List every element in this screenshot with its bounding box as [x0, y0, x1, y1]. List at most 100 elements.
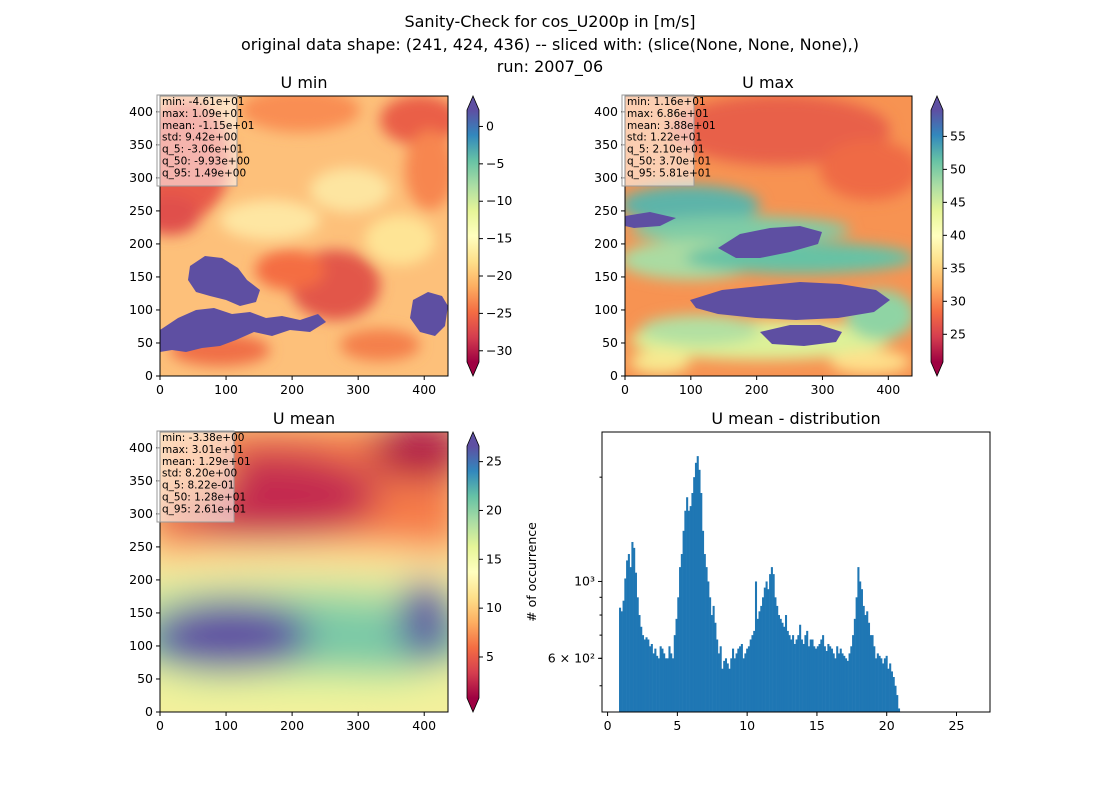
histogram-bar: [847, 661, 849, 712]
histogram-bar: [743, 658, 745, 712]
histogram-bar: [889, 663, 891, 712]
panel-u-max: U max 0 100 2: [594, 73, 966, 397]
u-min-colorbar-tick-label: 0: [486, 118, 494, 133]
u-min-colorbar: 0−5−10−15−20−25−30: [467, 96, 512, 376]
histogram-bar: [741, 644, 743, 712]
u-mean-xtick-label: 0: [156, 718, 164, 733]
histogram-bar: [824, 646, 826, 712]
histogram-bar: [834, 658, 836, 712]
histogram-bar: [644, 639, 646, 712]
u-min-xtick-label: 300: [346, 382, 370, 397]
histogram-xtick-label: 15: [809, 718, 825, 733]
histogram-bar: [698, 470, 700, 712]
histogram-bar: [843, 656, 845, 712]
u-min-colorbar-tick-label: −30: [486, 343, 512, 358]
histogram-bar: [638, 615, 640, 712]
histogram-bar: [792, 635, 794, 712]
histogram-bar: [725, 658, 727, 712]
u-max-xtick-label: 100: [679, 382, 703, 397]
histogram-bar: [767, 589, 769, 712]
histogram-bar: [658, 658, 660, 712]
histogram-bar: [794, 644, 796, 712]
histogram-bar: [697, 456, 699, 712]
histogram-bar: [746, 649, 748, 712]
histogram-bar: [801, 639, 803, 712]
u-min-xtick-label: 0: [156, 382, 164, 397]
histogram-bar: [633, 548, 635, 712]
u-max-xtick-label: 200: [745, 382, 769, 397]
histogram-bar: [877, 653, 879, 712]
histogram-bar: [727, 663, 729, 712]
u-max-stat-line: max: 6.86e+01: [627, 108, 709, 120]
histogram-bar: [728, 669, 730, 712]
u-min-stat-line: q_95: 1.49e+00: [162, 167, 246, 179]
histogram-bar: [771, 567, 773, 712]
histogram-bar: [804, 635, 806, 712]
u-mean-colorbar-tick-label: 20: [486, 502, 502, 517]
u-max-xtick-label: 400: [876, 382, 900, 397]
histogram-bar: [706, 567, 708, 712]
u-max-colorbar-tick-label: 55: [950, 128, 966, 143]
histogram-bar: [799, 625, 801, 712]
histogram-bars: [619, 456, 900, 712]
histogram-xtick-label: 10: [739, 718, 755, 733]
u-mean-ytick-label: 50: [137, 671, 153, 686]
histogram-bar: [783, 627, 785, 712]
histogram-bar: [757, 619, 759, 712]
histogram-bar: [787, 631, 789, 712]
u-min-stat-line: max: 1.09e+01: [162, 108, 244, 120]
histogram-bar: [806, 631, 808, 712]
histogram-bar: [707, 581, 709, 712]
histogram-bar: [766, 581, 768, 712]
u-min-stat-line: std: 9.42e+00: [162, 132, 237, 144]
histogram-bar: [714, 623, 716, 712]
histogram-bar: [640, 627, 642, 712]
u-max-colorbar: 25303540455055: [931, 96, 966, 376]
histogram-bar: [653, 653, 655, 712]
histogram-xtick-label: 5: [673, 718, 681, 733]
histogram-bar: [780, 619, 782, 712]
histogram-bar: [891, 671, 893, 712]
u-min-stat-line: q_5: -3.06e+01: [162, 144, 243, 156]
histogram-bar: [651, 644, 653, 712]
histogram-bar: [852, 635, 854, 712]
histogram-bar: [744, 653, 746, 712]
u-min-ytick-label: 300: [129, 170, 153, 185]
histogram-bar: [709, 597, 711, 712]
histogram-bar: [721, 669, 723, 712]
histogram-bar: [850, 646, 852, 712]
u-min-colorbar-tick-label: −10: [486, 193, 512, 208]
panel-u-min-title: U min: [281, 73, 328, 92]
histogram-bar: [684, 511, 686, 712]
panel-u-mean: U mean 0 100 200 300 400 0 50 100 150 200 250 300 35…: [120, 409, 502, 733]
u-mean-stat-line: q_5: 8.22e-01: [162, 480, 234, 492]
u-mean-xtick-label: 300: [346, 718, 370, 733]
histogram-bar: [759, 611, 761, 712]
histogram-bar: [679, 567, 681, 712]
u-max-stat-line: mean: 3.88e+01: [627, 120, 716, 132]
histogram-bar: [736, 653, 738, 712]
histogram-bar: [760, 606, 762, 712]
u-max-stat-line: q_50: 3.70e+01: [627, 156, 711, 168]
histogram-bar: [711, 615, 713, 712]
histogram-bar: [886, 656, 888, 712]
histogram-bar: [621, 611, 623, 712]
histogram-bar: [734, 658, 736, 712]
histogram-bar: [762, 597, 764, 712]
histogram-bar: [817, 646, 819, 712]
histogram-bar: [647, 639, 649, 712]
histogram-bar: [863, 606, 865, 712]
histogram-bar: [838, 653, 840, 712]
histogram-bar: [637, 597, 639, 712]
histogram-bar: [884, 658, 886, 712]
histogram-bar: [880, 658, 882, 712]
u-min-colorbar-tick-label: −25: [486, 305, 512, 320]
u-mean-stat-line: min: -3.38e+00: [162, 432, 244, 444]
u-mean-ytick-label: 250: [129, 539, 153, 554]
histogram-bar: [854, 619, 856, 712]
histogram-bar: [833, 653, 835, 712]
histogram-bar: [840, 649, 842, 712]
histogram-bar: [827, 644, 829, 712]
histogram-bar: [894, 686, 896, 712]
histogram-bar: [626, 560, 628, 712]
